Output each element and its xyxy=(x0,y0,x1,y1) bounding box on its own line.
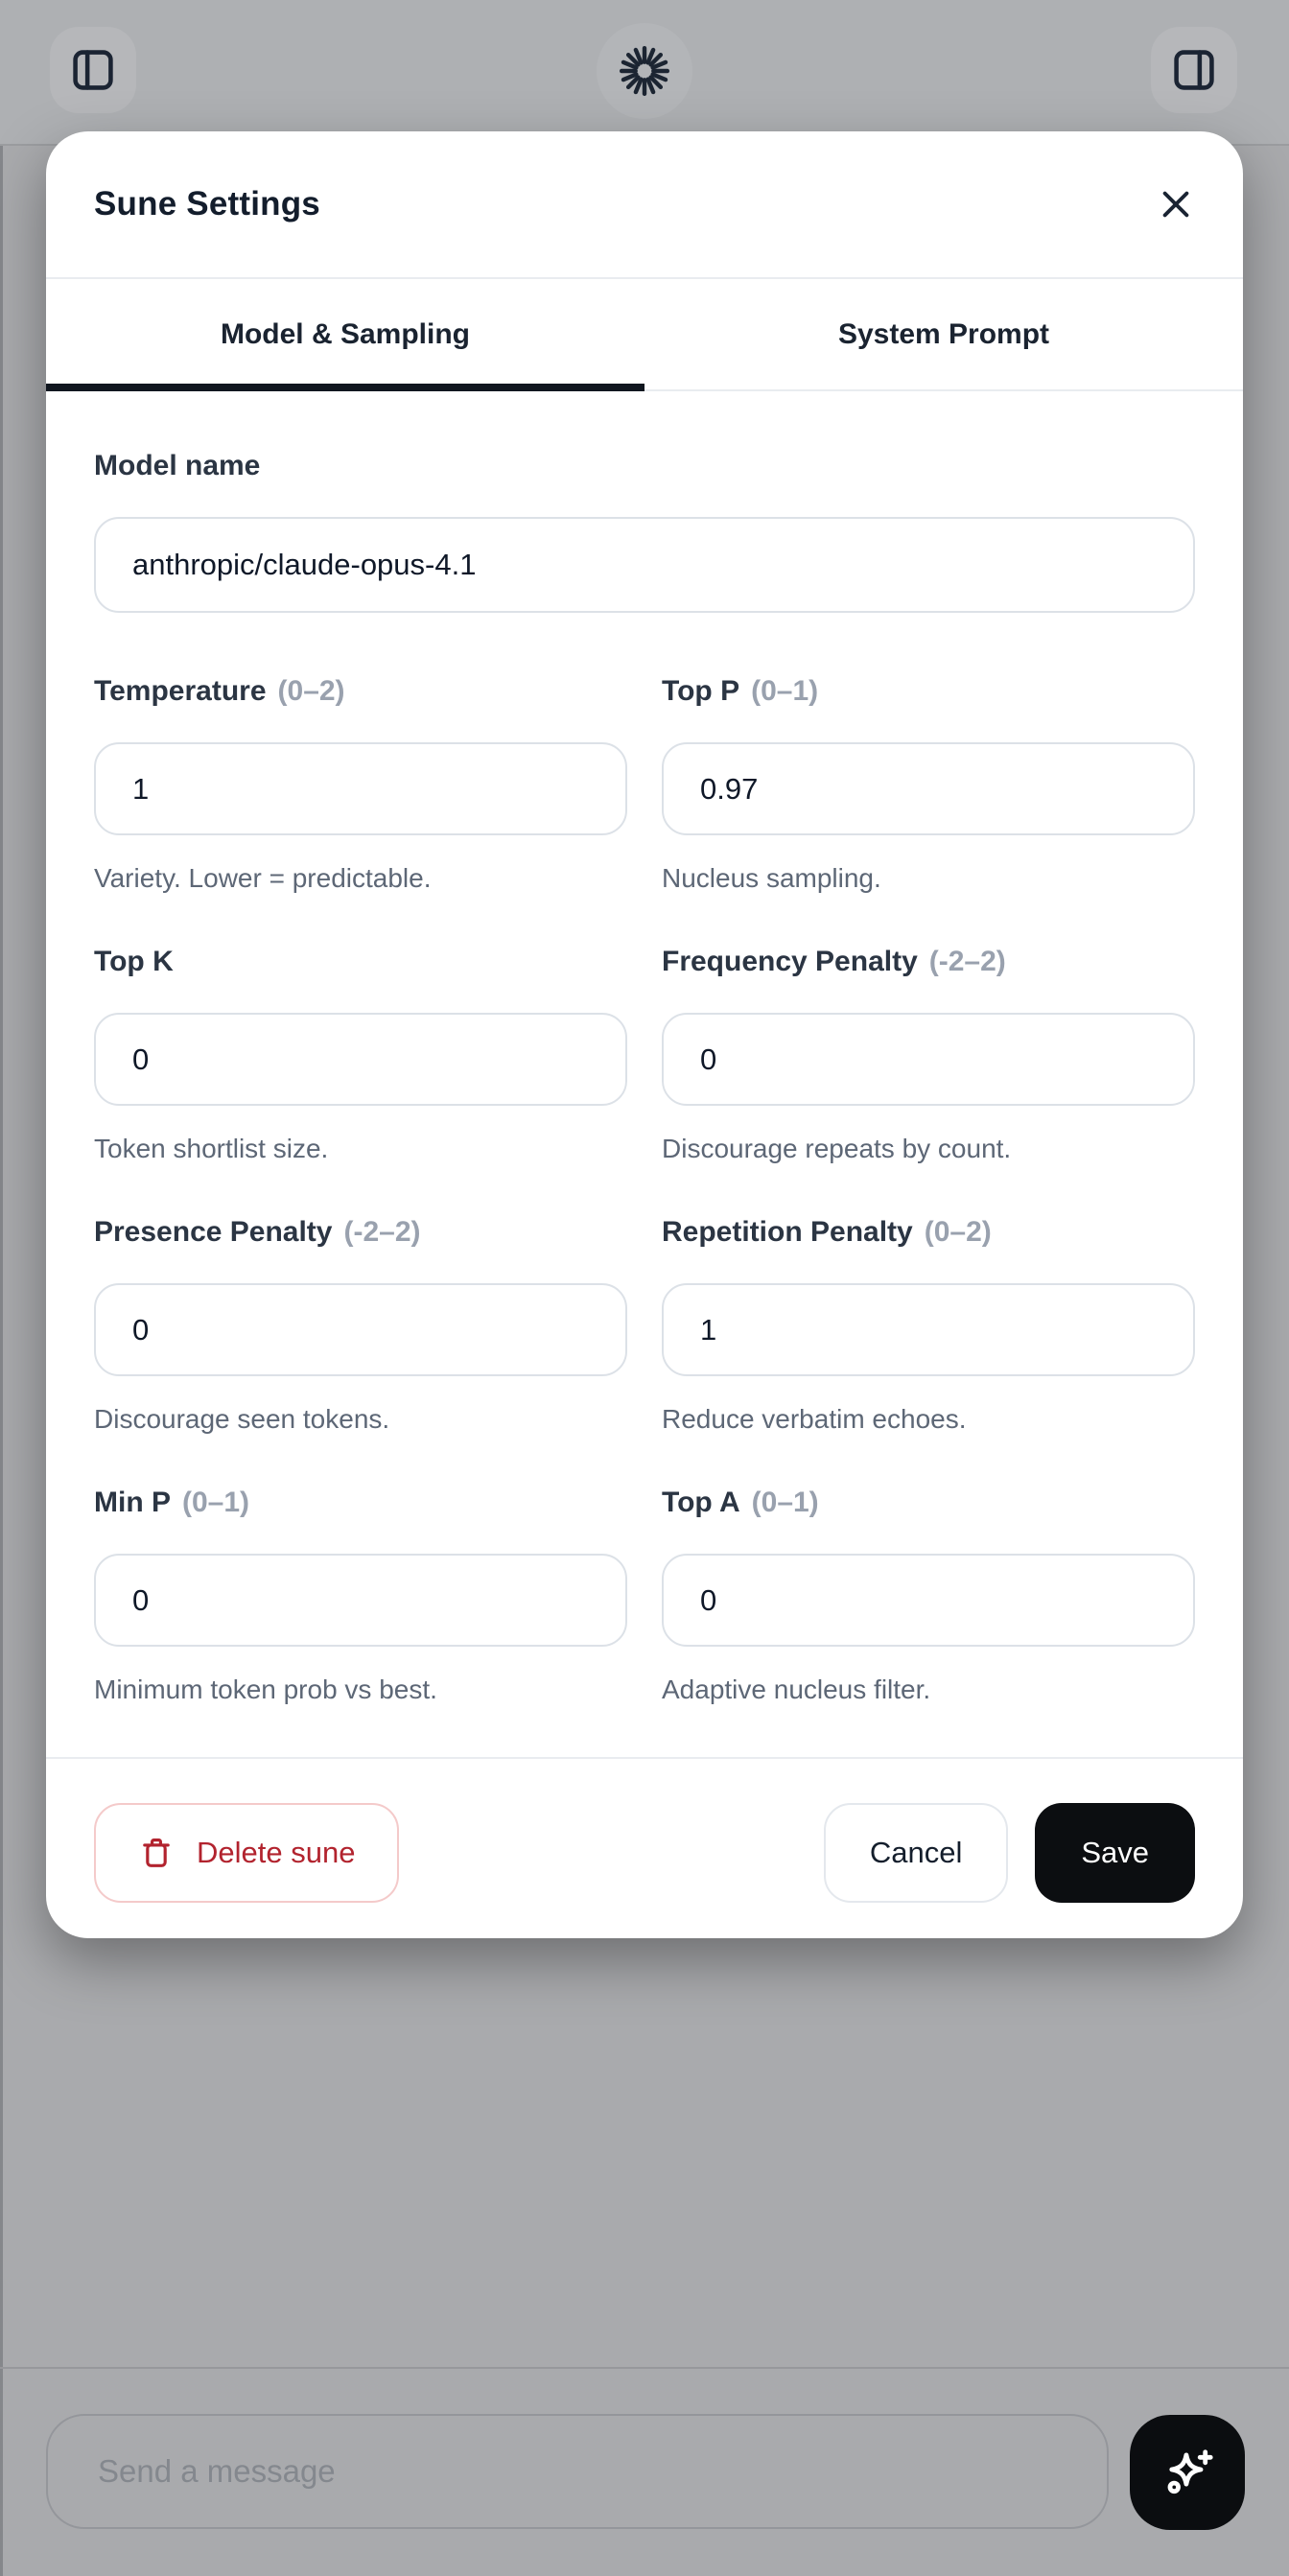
field-label-text: Repetition Penalty xyxy=(662,1216,913,1248)
field-label-text: Presence Penalty xyxy=(94,1216,333,1248)
top-bar xyxy=(0,0,1289,146)
field-label: Frequency Penalty (-2–2) xyxy=(662,946,1195,978)
footer-divider xyxy=(46,1757,1243,1759)
model-name-input[interactable] xyxy=(94,517,1195,613)
tab-model-sampling[interactable]: Model & Sampling xyxy=(46,279,644,391)
field-helper-text: Reduce verbatim echoes. xyxy=(662,1404,967,1434)
field-helper-text: Token shortlist size. xyxy=(94,1134,329,1163)
field-label: Temperature (0–2) xyxy=(94,675,627,708)
field-label-text: Top P xyxy=(662,675,740,707)
field-range-text: (0–2) xyxy=(924,1216,992,1248)
close-icon xyxy=(1156,184,1196,224)
field-range-text: (-2–2) xyxy=(343,1216,421,1248)
field-label-text: Min P xyxy=(94,1487,171,1518)
right-panel-toggle-button[interactable] xyxy=(1151,27,1237,113)
modal-content: Model name Temperature (0–2) Variety. Low… xyxy=(46,450,1243,1903)
panel-left-icon xyxy=(68,45,118,95)
modal-header: Sune Settings xyxy=(46,131,1243,279)
send-message-button[interactable] xyxy=(1130,2415,1245,2530)
field-helper-text: Minimum token prob vs best. xyxy=(94,1674,437,1704)
parameter-grid: Temperature (0–2) Variety. Lower = predic… xyxy=(94,675,1195,1757)
field-helper-text: Discourage repeats by count. xyxy=(662,1134,1012,1163)
message-input[interactable] xyxy=(46,2414,1109,2529)
sidebar-edge-divider xyxy=(0,146,3,2576)
delete-sune-button[interactable]: Delete sune xyxy=(94,1803,400,1903)
top-a-input[interactable] xyxy=(662,1554,1195,1647)
sune-settings-modal: Sune Settings Model & Sampling System Pr… xyxy=(46,131,1243,1938)
field-presence-penalty: Presence Penalty (-2–2) Discourage seen t… xyxy=(94,1216,627,1435)
field-label-text: Frequency Penalty xyxy=(662,946,918,977)
top-k-input[interactable] xyxy=(94,1013,627,1106)
cancel-button[interactable]: Cancel xyxy=(823,1803,1009,1903)
sparkle-icon xyxy=(1156,2441,1219,2504)
modal-footer: Delete sune Cancel Save xyxy=(94,1803,1195,1903)
field-min-p: Min P (0–1) Minimum token prob vs best. xyxy=(94,1487,627,1705)
field-range-text: (0–1) xyxy=(182,1487,250,1518)
save-button[interactable]: Save xyxy=(1035,1803,1195,1903)
presence-penalty-input[interactable] xyxy=(94,1283,627,1376)
close-button[interactable] xyxy=(1147,176,1205,233)
tab-bar: Model & Sampling System Prompt xyxy=(46,279,1243,391)
starburst-icon xyxy=(618,44,671,98)
field-helper-text: Nucleus sampling. xyxy=(662,863,881,893)
model-name-label: Model name xyxy=(94,450,261,481)
field-label: Repetition Penalty (0–2) xyxy=(662,1216,1195,1249)
repetition-penalty-input[interactable] xyxy=(662,1283,1195,1376)
field-label-text: Temperature xyxy=(94,675,267,707)
field-top-p: Top P (0–1) Nucleus sampling. xyxy=(662,675,1195,894)
field-label-text: Top K xyxy=(94,946,174,977)
field-label: Top A (0–1) xyxy=(662,1487,1195,1519)
field-label: Min P (0–1) xyxy=(94,1487,627,1519)
modal-title: Sune Settings xyxy=(94,185,320,222)
trash-icon xyxy=(138,1835,175,1871)
field-helper-text: Adaptive nucleus filter. xyxy=(662,1674,931,1704)
field-repetition-penalty: Repetition Penalty (0–2) Reduce verbatim … xyxy=(662,1216,1195,1435)
tab-system-prompt[interactable]: System Prompt xyxy=(644,279,1243,389)
field-frequency-penalty: Frequency Penalty (-2–2) Discourage repea… xyxy=(662,946,1195,1164)
composer-top-divider xyxy=(0,2367,1289,2369)
field-range-text: (0–1) xyxy=(751,675,819,707)
field-top-a: Top A (0–1) Adaptive nucleus filter. xyxy=(662,1487,1195,1705)
field-top-k: Top K Token shortlist size. xyxy=(94,946,627,1164)
temperature-input[interactable] xyxy=(94,742,627,835)
field-helper-text: Discourage seen tokens. xyxy=(94,1404,390,1434)
delete-sune-label: Delete sune xyxy=(197,1836,356,1869)
field-label: Top P (0–1) xyxy=(662,675,1195,708)
top-p-input[interactable] xyxy=(662,742,1195,835)
field-temperature: Temperature (0–2) Variety. Lower = predic… xyxy=(94,675,627,894)
field-range-text: (0–2) xyxy=(277,675,345,707)
field-label: Top K xyxy=(94,946,627,978)
min-p-input[interactable] xyxy=(94,1554,627,1647)
field-helper-text: Variety. Lower = predictable. xyxy=(94,863,432,893)
frequency-penalty-input[interactable] xyxy=(662,1013,1195,1106)
sidebar-toggle-button[interactable] xyxy=(50,27,136,113)
panel-right-icon xyxy=(1169,45,1219,95)
field-range-text: (-2–2) xyxy=(928,946,1006,977)
new-chat-button[interactable] xyxy=(597,23,692,119)
field-range-text: (0–1) xyxy=(751,1487,819,1518)
field-label-text: Top A xyxy=(662,1487,740,1518)
field-label: Presence Penalty (-2–2) xyxy=(94,1216,627,1249)
